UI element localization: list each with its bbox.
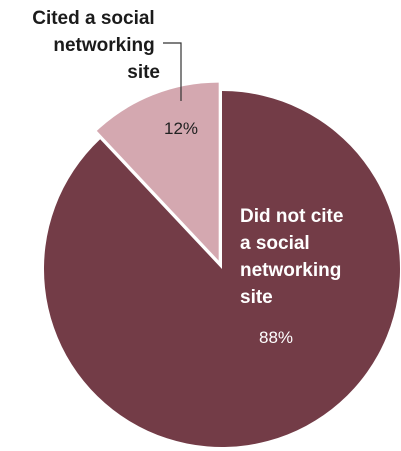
cited-value-label: 12%: [164, 119, 198, 138]
cited-label: Cited a social networking site: [32, 8, 160, 83]
leader-line: [163, 42, 182, 101]
did-not-cite-label: Did not cite a social networking site: [240, 206, 349, 308]
pie-slice-cited: [96, 82, 219, 261]
pie-slice-did-not-cite: [43, 91, 400, 448]
did-not-cite-value-label: 88%: [259, 328, 293, 347]
